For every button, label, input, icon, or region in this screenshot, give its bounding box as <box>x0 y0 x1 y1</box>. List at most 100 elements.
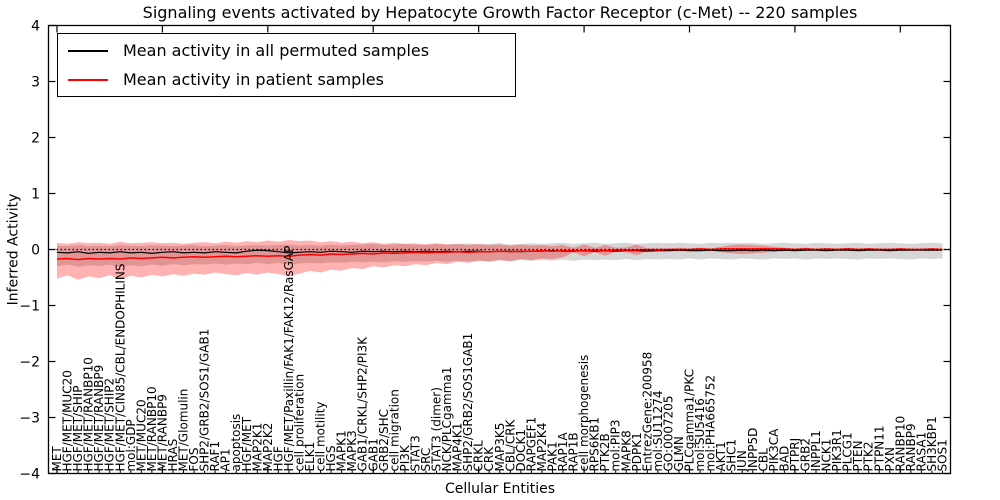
x-category-label: JUN <box>735 450 749 472</box>
x-category-label: MET <box>50 446 64 472</box>
x-category-label: RAPGEF1 <box>524 417 538 472</box>
x-category-label: mol:PIP3 <box>609 419 623 471</box>
x-category-label: MAP2K4 <box>535 423 549 472</box>
x-category-label: RAP1A <box>556 432 570 472</box>
x-category-label: MET/RANBP9 <box>155 394 169 471</box>
patient-mean-line <box>56 248 943 261</box>
x-category-label: FOS <box>187 448 201 472</box>
y-tick-label: −4 <box>19 467 40 483</box>
x-category-label: HGF/MET/Paxillin/FAK1/FAK12/RasGAP <box>282 246 296 472</box>
x-category-label: MAP2K2 <box>261 423 275 472</box>
x-category-label: mol:PHA665752 <box>704 375 718 472</box>
x-category-label: MAP3K5 <box>493 423 507 472</box>
x-category-label: MAPK3 <box>345 430 359 471</box>
x-category-label: HGF/MET/SHIP2 <box>103 378 117 472</box>
y-tick-label: 1 <box>31 187 40 203</box>
x-category-label: AKT1 <box>714 441 728 471</box>
legend: Mean activity in all permuted samples Me… <box>57 33 516 97</box>
y-axis-label: Inferred Activity <box>5 193 22 306</box>
x-category-label: INPPL1 <box>809 430 823 471</box>
x-category-label: RPS6KB1 <box>588 417 602 472</box>
x-category-label: GO:0007205 <box>661 395 675 471</box>
x-category-label: PXN <box>883 447 897 471</box>
x-category-label: mol:GDP <box>124 419 138 471</box>
y-tick-label: −3 <box>19 411 40 427</box>
legend-line-sample-red <box>68 78 108 81</box>
x-category-label: MET/RANBP10 <box>145 386 159 471</box>
y-tick-label: 0 <box>31 243 40 259</box>
x-category-label: INPP5D <box>746 428 760 472</box>
x-category-label: SHC1 <box>725 439 739 472</box>
x-category-label: PTEN <box>851 440 865 471</box>
x-category-label: GLMN <box>672 436 686 471</box>
x-category-label: PDPK1 <box>630 432 644 471</box>
legend-entry-permuted: Mean activity in all permuted samples <box>58 36 515 65</box>
y-tick-label: 4 <box>31 19 40 35</box>
x-category-label: MAPK8 <box>619 430 633 471</box>
x-category-label: GAB1/CRKL/SHP2/PI3K <box>356 336 370 472</box>
x-category-label: STAT3 <box>408 435 422 471</box>
x-category-label: EntrezGene:200958 <box>640 352 654 472</box>
x-category-label: SH3KBP1 <box>925 416 939 471</box>
x-category-label: HGF/MET/CIN85/CBL/ENDOPHILINS <box>113 264 127 472</box>
x-category-label: PTK2B <box>598 433 612 471</box>
x-category-label: PIK3R1 <box>830 429 844 471</box>
x-category-label: mol:SU11274 <box>651 391 665 472</box>
x-category-label: HGF <box>271 446 285 471</box>
x-category-label: cell migration <box>387 389 401 471</box>
x-category-label: PTPRJ <box>788 438 802 472</box>
y-tick-label: −1 <box>19 299 40 315</box>
x-category-label: MET/Glomulin <box>177 389 191 472</box>
x-category-label: PTK2 <box>862 441 876 471</box>
x-category-label: ELK1 <box>303 442 317 472</box>
legend-label-permuted: Mean activity in all permuted samples <box>123 41 430 60</box>
x-category-label: SHP2/GRB2/SOS1GAB1 <box>461 333 475 472</box>
y-tick-label: 2 <box>31 131 40 147</box>
x-category-label: NCK1 <box>820 439 834 472</box>
x-category-label: RANBP10 <box>893 416 907 472</box>
x-category-label: GRB2 <box>798 438 812 472</box>
x-category-label: HGF/MET/RANBP10 <box>82 357 96 471</box>
x-category-label: GAB1 <box>366 438 380 471</box>
x-category-label: PLCG1 <box>841 432 855 471</box>
x-category-label: HGF/MET <box>240 416 254 471</box>
x-category-label: RANBP9 <box>904 423 918 471</box>
chart-title: Signaling events activated by Hepatocyte… <box>142 3 858 22</box>
x-category-label: CBL/CRK <box>503 418 517 471</box>
x-category-label: apoptosis <box>229 414 243 472</box>
y-tick-label: 3 <box>31 75 40 91</box>
x-category-label: AP1 <box>219 448 233 471</box>
x-category-label: cell motility <box>314 401 328 471</box>
x-category-label: SRC <box>419 448 433 472</box>
x-category-label: STAT3 (dimer) <box>430 387 444 471</box>
x-axis-label: Cellular Entities <box>444 481 556 497</box>
x-category-label: CRKL <box>472 440 486 472</box>
x-category-label: MAP4K1 <box>451 423 465 472</box>
x-category-label: PI3K <box>398 444 412 471</box>
legend-line-sample-black <box>68 49 108 52</box>
x-category-label: HRAS <box>166 439 180 472</box>
x-category-label: HGF/MET/SHIP <box>71 386 85 472</box>
x-category-label: RAP1B <box>567 432 581 471</box>
x-category-label: PTPN11 <box>872 425 886 471</box>
x-category-label: PLCgamma1/PKC <box>683 369 697 472</box>
legend-label-patient: Mean activity in patient samples <box>123 70 384 89</box>
x-category-label: MET/MUC20 <box>134 399 148 471</box>
x-category-label: cell proliferation <box>292 374 306 472</box>
x-category-label: DOCK1 <box>514 429 528 472</box>
x-category-label: mol:SU5416 <box>693 398 707 471</box>
x-category-label: MAP2K1 <box>250 423 264 472</box>
legend-entry-patient: Mean activity in patient samples <box>58 65 515 94</box>
x-category-label: MAPK1 <box>335 430 349 471</box>
x-category-label: RAF1 <box>208 441 222 472</box>
x-category-label: SOS1 <box>936 439 950 471</box>
x-category-label: HGS <box>324 446 338 472</box>
x-category-label: BAD <box>777 446 791 472</box>
x-category-label: RASA1 <box>914 432 928 472</box>
x-category-label: HGF/MET/RANBP9 <box>92 365 106 472</box>
x-category-label: NCK/PLCgamma1 <box>440 367 454 472</box>
x-category-label: PIK3CA <box>767 428 781 472</box>
x-category-label: HGF/MET/MUC20 <box>61 370 75 471</box>
x-category-label: SHP2/GRB2/SOS1/GAB1 <box>198 329 212 472</box>
